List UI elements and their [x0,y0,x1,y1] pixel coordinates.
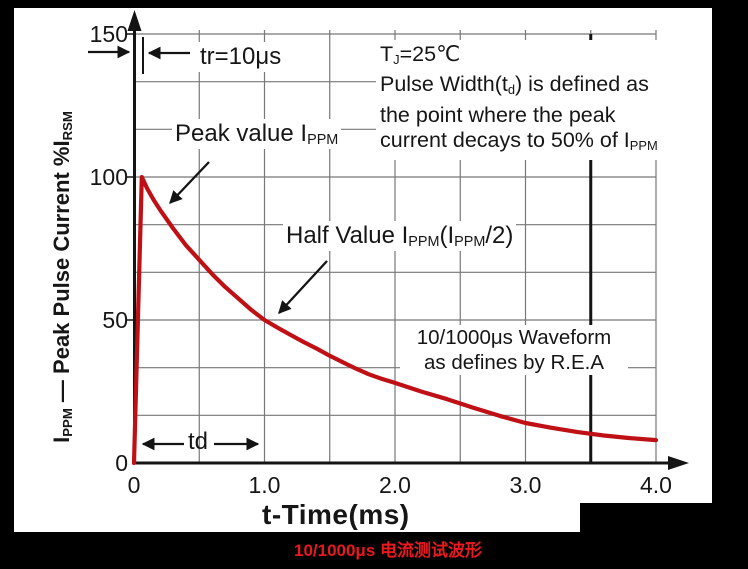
tr-annotation: tr=10μs [197,42,285,72]
chart-panel-bottom [14,503,580,532]
waveform-note-line1: 10/1000μs Waveform [416,326,612,349]
pulse-width-line2: the point where the peak [380,102,616,127]
x-tick-label: 2.0 [379,472,411,498]
x-tick-label: 1.0 [248,472,281,498]
pulse-width-line3: current decays to 50% of IPPM [380,128,658,153]
waveform-standard-note: 10/1000μs Waveform as defines by R.E.A [400,325,628,375]
y-tick-label: 50 [102,307,128,333]
x-tick-label: 3.0 [509,472,542,498]
tj-line: TJ=25℃ [380,42,461,67]
y-tick-label: 150 [89,21,128,47]
half-value-label: Half Value IPPM(IPPM/2) [283,221,517,252]
x-tick-label: 4.0 [640,472,672,498]
y-axis-title: IPPM — Peak Pulse Current %IRSM [49,111,75,443]
chart-caption: 10/1000μs 电流测试波形 [293,541,483,560]
x-tick-label: 0 [127,472,141,498]
pulse-width-line1: Pulse Width(td) is defined as [380,72,649,98]
y-tick-label: 0 [115,450,128,476]
td-label: td [188,428,209,455]
peak-value-label: Peak value IPPM [172,119,342,150]
y-tick-label: 100 [89,164,128,190]
conditions-note: TJ=25℃ Pulse Width(td) is defined as the… [376,40,662,161]
x-axis-title: t-Time(ms) [262,499,410,530]
waveform-note-line2: as defines by R.E.A [423,351,605,374]
